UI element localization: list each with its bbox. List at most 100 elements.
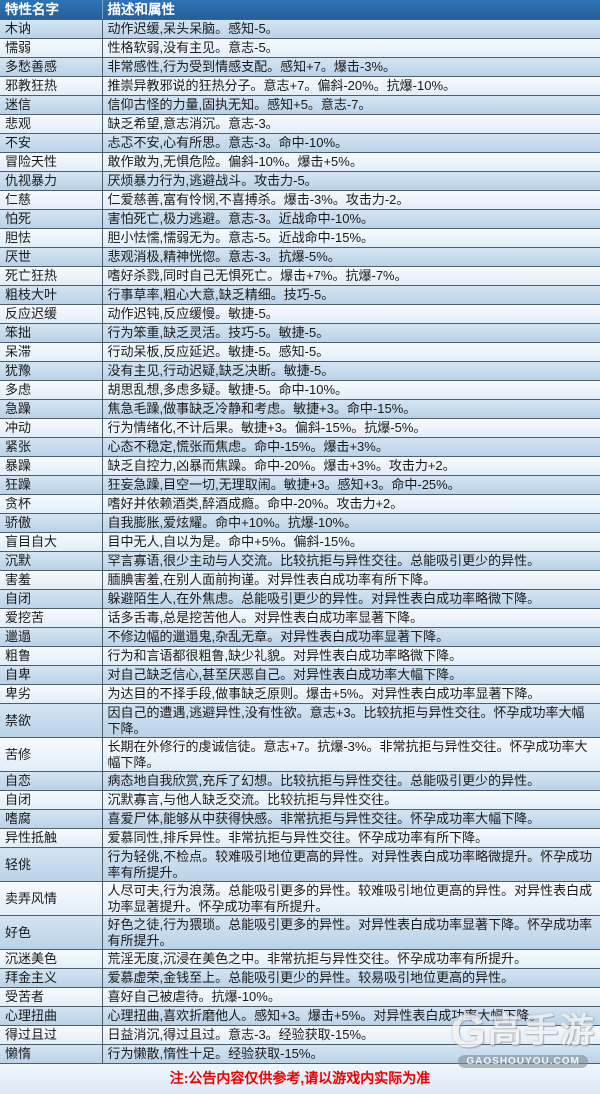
trait-name: 轻佻: [0, 847, 103, 882]
trait-description: 长期在外修行的虔诚信徒。意志+7。抗爆-3%。非常抗拒与异性交往。怀孕成功率大幅…: [102, 737, 600, 772]
trait-name: 怕死: [0, 209, 103, 229]
trait-description: 病态地自我欣赏,充斥了幻想。比较抗拒与异性交往。总能吸引更少的异性。: [102, 771, 600, 791]
trait-name: 骄傲: [0, 513, 103, 533]
trait-description: 爱慕虚荣,金钱至上。总能吸引更少的异性。较易吸引地位更高的异性。: [102, 968, 600, 988]
table-row: 木讷 动作迟缓,呆头呆脑。感知-5。: [0, 19, 600, 39]
trait-name: 自卑: [0, 665, 103, 685]
trait-description: 心理扭曲,喜欢折磨他人。感知+3。爆击+5%。对异性表白成功率大幅下降。: [102, 1006, 600, 1026]
trait-description: 敢作敢为,无惧危险。偏斜-10%。爆击+5%。: [102, 152, 600, 172]
trait-description: 不修边幅的邋遢鬼,杂乱无章。对异性表白成功率显著下降。: [102, 627, 600, 647]
table-row: 冲动 行为情绪化,不计后果。敏捷+3。偏斜-15%。抗爆-5%。: [0, 418, 600, 438]
table-row: 贪杯 嗜好并依赖酒类,醉酒成瘾。命中-20%。攻击力+2。: [0, 494, 600, 514]
trait-description: 缺乏希望,意志消沉。意志-3。: [102, 114, 600, 134]
table-row: 骄傲 自我膨胀,爱炫耀。命中+10%。抗爆-10%。: [0, 513, 600, 533]
trait-name: 多愁善感: [0, 57, 103, 77]
trait-description: 心态不稳定,慌张而焦虑。命中-15%。爆击+3%。: [102, 437, 600, 457]
trait-description: 信仰古怪的力量,固执无知。感知+5。意志-7。: [102, 95, 600, 115]
table-row: 异性抵触 爱慕同性,排斥异性。非常抗拒与异性交往。怀孕成功率有所下降。: [0, 828, 600, 848]
trait-name: 禁欲: [0, 703, 103, 738]
trait-name: 急躁: [0, 399, 103, 419]
traits-table: 特性名字 描述和属性 木讷 动作迟缓,呆头呆脑。感知-5。 懦弱 性格软弱,没有主见。…: [0, 0, 600, 1064]
trait-description: 胆小怯懦,懦弱无为。意志-5。近战命中-15%。: [102, 228, 600, 248]
table-row: 悲观 缺乏希望,意志消沉。意志-3。: [0, 114, 600, 134]
trait-description: 嗜好并依赖酒类,醉酒成瘾。命中-20%。攻击力+2。: [102, 494, 600, 514]
trait-description: 狂妄急躁,目空一切,无理取闹。敏捷+3。感知+3。命中-25%。: [102, 475, 600, 495]
trait-name: 仁慈: [0, 190, 103, 210]
trait-name: 邋遢: [0, 627, 103, 647]
table-row: 死亡狂热 嗜好杀戮,同时自己无惧死亡。爆击+7%。抗爆-7%。: [0, 266, 600, 286]
trait-name: 不安: [0, 133, 103, 153]
trait-name: 拜金主义: [0, 968, 103, 988]
trait-name: 胆怯: [0, 228, 103, 248]
header-row: 特性名字 描述和属性: [0, 0, 600, 20]
table-row: 暴躁 缺乏自控力,凶暴而焦躁。命中-20%。爆击+3%。攻击力+2。: [0, 456, 600, 476]
trait-description: 仁爱慈善,富有怜悯,不喜搏杀。爆击-3%。攻击力-2。: [102, 190, 600, 210]
trait-description: 因自己的遭遇,逃避异性,没有性欲。意志+3。比较抗拒与异性交往。怀孕成功率大幅下…: [102, 703, 600, 738]
trait-name: 爱挖苦: [0, 608, 103, 628]
table-row: 邪教狂热 推崇异教邪说的狂热分子。意志+7。偏斜-20%。抗爆-10%。: [0, 76, 600, 96]
trait-name: 笨拙: [0, 323, 103, 343]
trait-description: 厌烦暴力行为,逃避战斗。攻击力-5。: [102, 171, 600, 191]
table-row: 笨拙 行为笨重,缺乏灵活。技巧-5。敏捷-5。: [0, 323, 600, 343]
trait-description: 腼腆害羞,在别人面前拘谨。对异性表白成功率有所下降。: [102, 570, 600, 590]
trait-name: 暴躁: [0, 456, 103, 476]
trait-name: 自恋: [0, 771, 103, 791]
trait-name: 仇视暴力: [0, 171, 103, 191]
trait-description: 话多舌毒,总是挖苦他人。对异性表白成功率显著下降。: [102, 608, 600, 628]
trait-name: 粗鲁: [0, 646, 103, 666]
trait-name: 木讷: [0, 19, 103, 39]
trait-description: 行为和言语都很粗鲁,缺少礼貌。对异性表白成功率略微下降。: [102, 646, 600, 666]
trait-description: 焦急毛躁,做事缺乏冷静和考虑。敏捷+3。命中-15%。: [102, 399, 600, 419]
table-row: 拜金主义 爱慕虚荣,金钱至上。总能吸引更少的异性。较易吸引地位更高的异性。: [0, 968, 600, 988]
trait-name: 冲动: [0, 418, 103, 438]
trait-description: 罕言寡语,很少主动与人交流。比较抗拒与异性交往。总能吸引更少的异性。: [102, 551, 600, 571]
trait-description: 行为轻佻,不检点。较难吸引地位更高的异性。对异性表白成功率略微提升。怀孕成功率有…: [102, 847, 600, 882]
trait-description: 自我膨胀,爱炫耀。命中+10%。抗爆-10%。: [102, 513, 600, 533]
trait-name: 反应迟缓: [0, 304, 103, 324]
trait-description: 行为笨重,缺乏灵活。技巧-5。敏捷-5。: [102, 323, 600, 343]
trait-description: 缺乏自控力,凶暴而焦躁。命中-20%。爆击+3%。攻击力+2。: [102, 456, 600, 476]
trait-name: 多虑: [0, 380, 103, 400]
table-row: 紧张 心态不稳定,慌张而焦虑。命中-15%。爆击+3%。: [0, 437, 600, 457]
trait-description: 非常感性,行为受到情感支配。感知+7。爆击-3%。: [102, 57, 600, 77]
trait-name: 苦修: [0, 737, 103, 772]
trait-description: 推崇异教邪说的狂热分子。意志+7。偏斜-20%。抗爆-10%。: [102, 76, 600, 96]
trait-name: 心理扭曲: [0, 1006, 103, 1026]
table-row: 好色 好色之徒,行为猥琐。总能吸引更多的异性。对异性表白成功率显著下降。怀孕成功率…: [0, 915, 600, 950]
trait-name: 呆滞: [0, 342, 103, 362]
trait-name: 迷信: [0, 95, 103, 115]
trait-description: 好色之徒,行为猥琐。总能吸引更多的异性。对异性表白成功率显著下降。怀孕成功率有所…: [102, 915, 600, 950]
col-header-description: 描述和属性: [102, 0, 600, 20]
table-row: 沉迷美色 荒淫无度,沉浸在美色之中。非常抗拒与异性交往。怀孕成功率有所提升。: [0, 949, 600, 969]
table-row: 犹豫 没有主见,行动迟疑,缺乏决断。敏捷-5。: [0, 361, 600, 381]
trait-description: 忐忑不安,心有所思。意志-3。命中-10%。: [102, 133, 600, 153]
trait-name: 懒惰: [0, 1044, 103, 1064]
table-row: 禁欲 因自己的遭遇,逃避异性,没有性欲。意志+3。比较抗拒与异性交往。怀孕成功率大…: [0, 703, 600, 738]
trait-description: 嗜好杀戮,同时自己无惧死亡。爆击+7%。抗爆-7%。: [102, 266, 600, 286]
trait-description: 喜好自己被虐待。抗爆-10%。: [102, 987, 600, 1007]
trait-description: 没有主见,行动迟疑,缺乏决断。敏捷-5。: [102, 361, 600, 381]
trait-description: 胡思乱想,多虑多疑。敏捷-5。命中-10%。: [102, 380, 600, 400]
trait-description: 爱慕同性,排斥异性。非常抗拒与异性交往。怀孕成功率有所下降。: [102, 828, 600, 848]
trait-name: 自闭: [0, 589, 103, 609]
trait-name: 卑劣: [0, 684, 103, 704]
trait-name: 沉迷美色: [0, 949, 103, 969]
trait-name: 悲观: [0, 114, 103, 134]
table-row: 懦弱 性格软弱,没有主见。意志-5。: [0, 38, 600, 58]
table-row: 粗鲁 行为和言语都很粗鲁,缺少礼貌。对异性表白成功率略微下降。: [0, 646, 600, 666]
table-row: 厌世 悲观消极,精神恍惚。意志-3。抗爆-5%。: [0, 247, 600, 267]
table-row: 懒惰 行为懒散,惰性十足。经验获取-15%。: [0, 1044, 600, 1064]
trait-description: 行事草率,粗心大意,缺乏精细。技巧-5。: [102, 285, 600, 305]
table-row: 爱挖苦 话多舌毒,总是挖苦他人。对异性表白成功率显著下降。: [0, 608, 600, 628]
trait-name: 得过且过: [0, 1025, 103, 1045]
trait-name: 嗜腐: [0, 809, 103, 829]
trait-description: 悲观消极,精神恍惚。意志-3。抗爆-5%。: [102, 247, 600, 267]
trait-name: 厌世: [0, 247, 103, 267]
table-row: 苦修 长期在外修行的虔诚信徒。意志+7。抗爆-3%。非常抗拒与异性交往。怀孕成功率…: [0, 737, 600, 772]
table-row: 盲目自大 目中无人,自以为是。命中+5%。偏斜-15%。: [0, 532, 600, 552]
trait-name: 紧张: [0, 437, 103, 457]
trait-description: 对自己缺乏信心,甚至厌恶自己。对异性表白成功率大幅下降。: [102, 665, 600, 685]
table-row: 狂躁 狂妄急躁,目空一切,无理取闹。敏捷+3。感知+3。命中-25%。: [0, 475, 600, 495]
table-row: 自卑 对自己缺乏信心,甚至厌恶自己。对异性表白成功率大幅下降。: [0, 665, 600, 685]
trait-name: 卖弄风情: [0, 881, 103, 916]
